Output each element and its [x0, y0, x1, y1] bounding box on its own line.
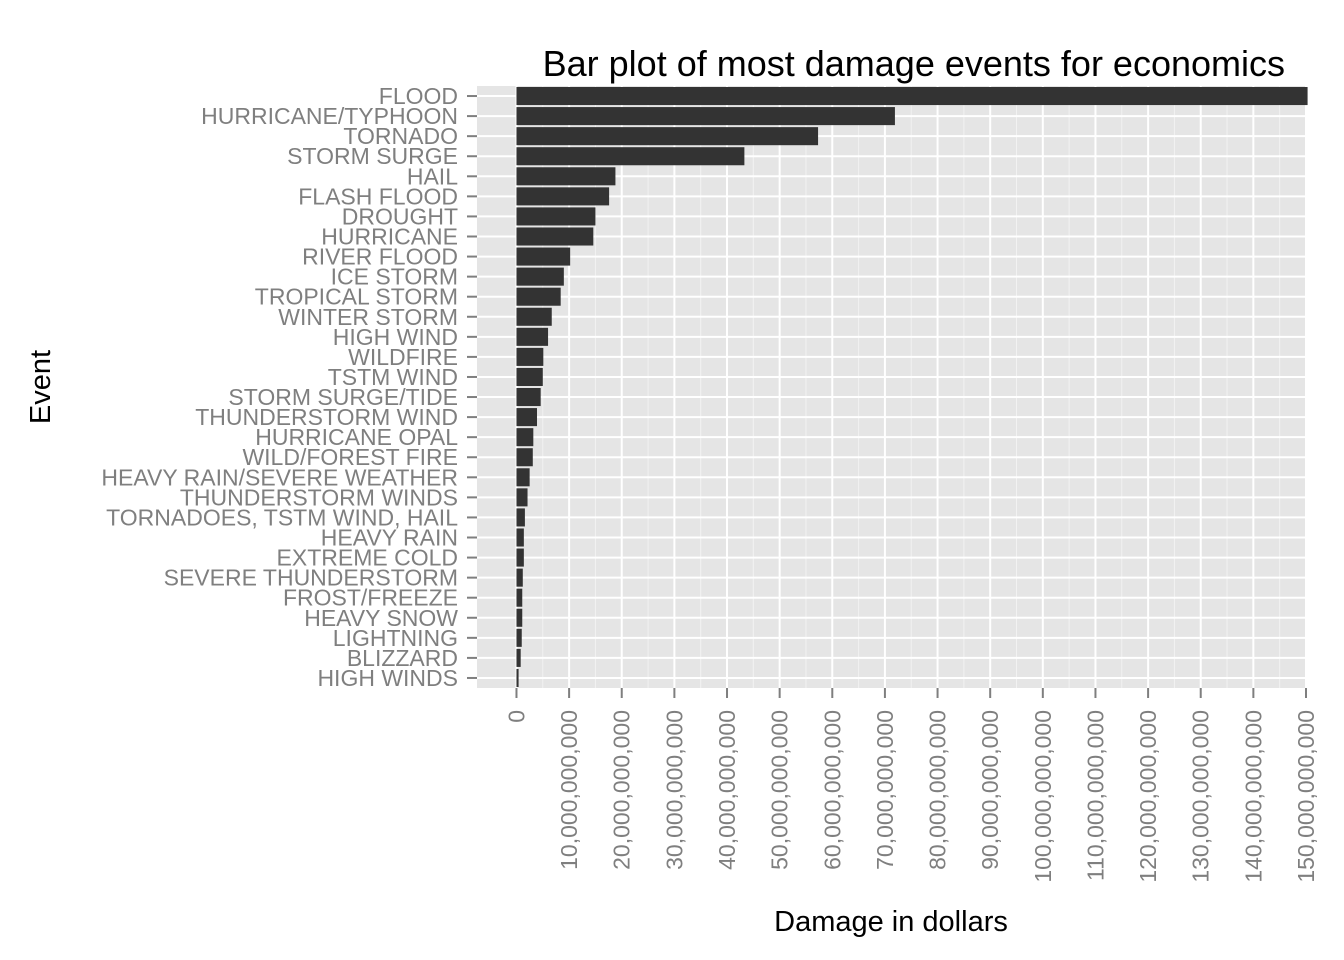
x-tick-label: 110,000,000,000 [1082, 710, 1108, 881]
y-tick-label: TORNADO [343, 123, 458, 149]
bar [516, 87, 1308, 106]
y-tick-label: EXTREME COLD [277, 545, 458, 571]
x-tick-label: 70,000,000,000 [872, 710, 898, 870]
grid-lines [477, 86, 1307, 688]
bar [516, 488, 528, 507]
bar [516, 468, 530, 487]
bar [516, 167, 616, 186]
bar [516, 207, 596, 226]
bar [516, 588, 523, 607]
y-tick-label: HEAVY RAIN [321, 525, 458, 551]
x-tick-label: 80,000,000,000 [925, 710, 951, 870]
y-tick-label: TROPICAL STORM [255, 284, 458, 310]
bar [516, 347, 544, 366]
x-tick-label: 50,000,000,000 [767, 710, 793, 870]
bar [516, 367, 543, 386]
y-tick-label: HIGH WINDS [317, 665, 458, 691]
bars-group [516, 87, 1308, 687]
bar [516, 568, 523, 587]
y-tick-label: STORM SURGE [287, 143, 458, 169]
x-axis: 0 10,000,000,000 20,000,000,000 30,000,000,… [503, 688, 1319, 883]
bar [516, 428, 534, 447]
bar [516, 187, 610, 206]
bar [516, 448, 533, 467]
bar [516, 408, 538, 427]
x-axis-title: Damage in dollars [774, 906, 1008, 938]
y-tick-label: BLIZZARD [347, 645, 458, 671]
y-tick-label: HURRICANE [321, 224, 458, 250]
x-tick-label: 140,000,000,000 [1240, 710, 1266, 883]
x-tick-label: 40,000,000,000 [714, 710, 740, 870]
y-tick-label: TORNADOES, TSTM WIND, HAIL [106, 504, 458, 530]
y-tick-label: RIVER FLOOD [302, 244, 458, 270]
bar [516, 227, 594, 246]
y-tick-label: HURRICANE/TYPHOON [201, 103, 458, 129]
bar [516, 608, 523, 627]
y-tick-label: FLASH FLOOD [298, 183, 458, 209]
y-tick-label: HEAVY RAIN/SEVERE WEATHER [101, 464, 458, 490]
y-tick-label: HIGH WIND [333, 324, 458, 350]
y-tick-label: HURRICANE OPAL [255, 424, 458, 450]
bar [516, 668, 519, 687]
chart-title: Bar plot of most damage events for econo… [543, 43, 1285, 84]
x-tick-label: 120,000,000,000 [1135, 710, 1161, 883]
x-tick-label: 30,000,000,000 [661, 710, 687, 870]
y-tick-label: ICE STORM [331, 264, 458, 290]
bar [516, 628, 522, 647]
y-tick-label: WINTER STORM [278, 304, 458, 330]
y-tick-label: LIGHTNING [333, 625, 458, 651]
x-tick-label: 10,000,000,000 [556, 710, 582, 870]
plot-panel [477, 86, 1306, 688]
y-tick-label: THUNDERSTORM WIND [195, 404, 458, 430]
y-tick-label: TSTM WIND [328, 364, 458, 390]
y-tick-label: SEVERE THUNDERSTORM [164, 565, 458, 591]
y-tick-label: STORM SURGE/TIDE [228, 384, 458, 410]
y-tick-label: THUNDERSTORM WINDS [180, 484, 458, 510]
bar [516, 267, 564, 286]
x-tick-label: 150,000,000,000 [1293, 710, 1319, 883]
x-tick-label: 20,000,000,000 [609, 710, 635, 870]
y-tick-label: FLOOD [379, 83, 458, 109]
y-tick-label: DROUGHT [342, 203, 458, 229]
y-tick-label: WILDFIRE [348, 344, 458, 370]
bar [516, 327, 549, 346]
x-tick-label: 100,000,000,000 [1030, 710, 1056, 883]
y-tick-label: HEAVY SNOW [304, 605, 458, 631]
bar [516, 388, 541, 407]
bar [516, 307, 552, 326]
x-tick-label: 130,000,000,000 [1188, 710, 1214, 883]
x-tick-label: 90,000,000,000 [977, 710, 1003, 870]
y-tick-label: WILD/FOREST FIRE [242, 444, 458, 470]
y-axis-title: Event [25, 350, 57, 424]
bar [516, 508, 525, 527]
bar [516, 127, 819, 146]
bar [516, 147, 745, 166]
bar [516, 648, 521, 667]
x-tick-label: 0 [503, 710, 529, 723]
bar [516, 247, 571, 266]
x-tick-label: 60,000,000,000 [819, 710, 845, 870]
bar [516, 548, 524, 567]
y-tick-label: FROST/FREEZE [283, 585, 458, 611]
y-tick-label: HAIL [407, 163, 458, 189]
bar [516, 107, 895, 126]
bar [516, 287, 561, 306]
bar [516, 528, 524, 547]
